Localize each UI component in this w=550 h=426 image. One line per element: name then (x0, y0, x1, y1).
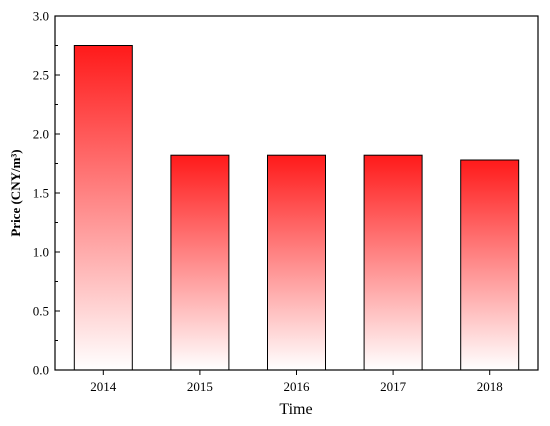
bar-2015 (170, 154, 230, 371)
y-tick-label-2.5: 2.5 (33, 68, 49, 83)
x-axis-ticks: 2014 2015 2016 2017 2018 (90, 370, 503, 394)
bars-group (73, 45, 520, 371)
bar-2016 (267, 154, 326, 371)
y-axis-ticks: 0.0 0.5 1.0 1.5 2.0 2.5 3.0 (33, 9, 60, 378)
x-tick-label-2018: 2018 (477, 379, 503, 394)
x-tick-label-2017: 2017 (380, 379, 407, 394)
y-tick-label-0.0: 0.0 (33, 363, 49, 378)
y-tick-label-3.0: 3.0 (33, 9, 49, 24)
bar-2018 (460, 159, 520, 371)
x-tick-label-2015: 2015 (187, 379, 213, 394)
y-tick-label-0.5: 0.5 (33, 304, 49, 319)
bar-2014 (73, 45, 133, 371)
x-axis-title: Time (279, 401, 312, 418)
y-tick-label-1.5: 1.5 (33, 186, 49, 201)
x-tick-label-2014: 2014 (90, 379, 117, 394)
x-tick-label-2016: 2016 (284, 379, 311, 394)
bar-2017 (363, 154, 423, 371)
y-axis-title: Price (CNY/m³) (8, 149, 23, 236)
y-tick-label-2.0: 2.0 (33, 127, 49, 142)
y-tick-label-1.0: 1.0 (33, 245, 49, 260)
plot-frame (54, 15, 539, 371)
